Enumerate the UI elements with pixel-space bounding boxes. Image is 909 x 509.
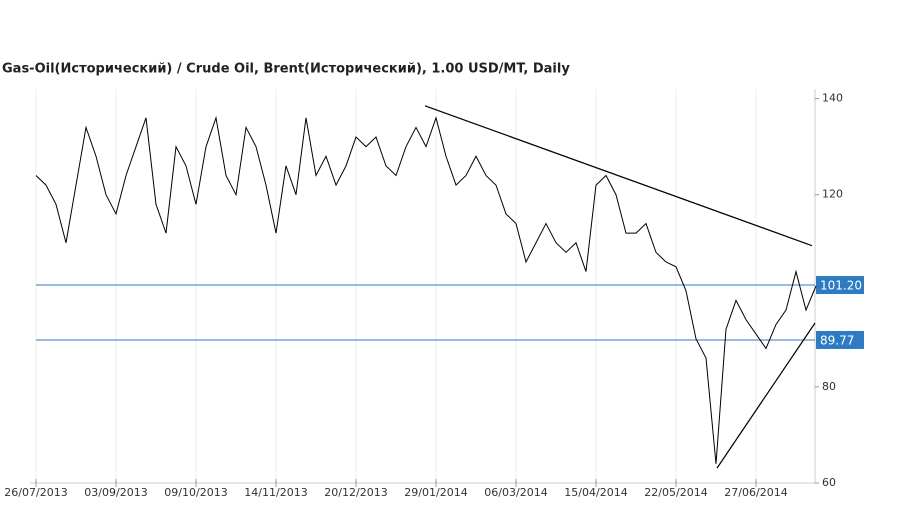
reference-label-box (816, 276, 864, 295)
x-tick-label: 09/10/2013 (164, 486, 227, 499)
reference-label: 101.20 (820, 279, 862, 293)
y-tick-label: 140 (822, 92, 843, 105)
y-tick-label: 60 (822, 476, 836, 489)
x-tick-label: 22/05/2014 (644, 486, 707, 499)
x-tick-label: 03/09/2013 (84, 486, 147, 499)
x-tick-label: 14/11/2013 (244, 486, 307, 499)
x-tick-label: 29/01/2014 (404, 486, 467, 499)
x-tick-label: 26/07/2013 (4, 486, 67, 499)
trend-line (716, 322, 816, 469)
chart-title: Gas-Oil(Исторический) / Crude Oil, Brent… (2, 62, 570, 77)
x-tick-label: 27/06/2014 (724, 486, 787, 499)
x-tick-label: 20/12/2013 (324, 486, 387, 499)
trend-line (424, 105, 813, 247)
y-tick-label: 80 (822, 380, 836, 393)
x-tick-label: 06/03/2014 (484, 486, 547, 499)
reference-label: 89.77 (820, 333, 854, 347)
y-tick-label: 120 (822, 188, 843, 201)
x-tick-label: 15/04/2014 (564, 486, 627, 499)
price-line (35, 115, 817, 464)
reference-label-box (816, 330, 864, 349)
